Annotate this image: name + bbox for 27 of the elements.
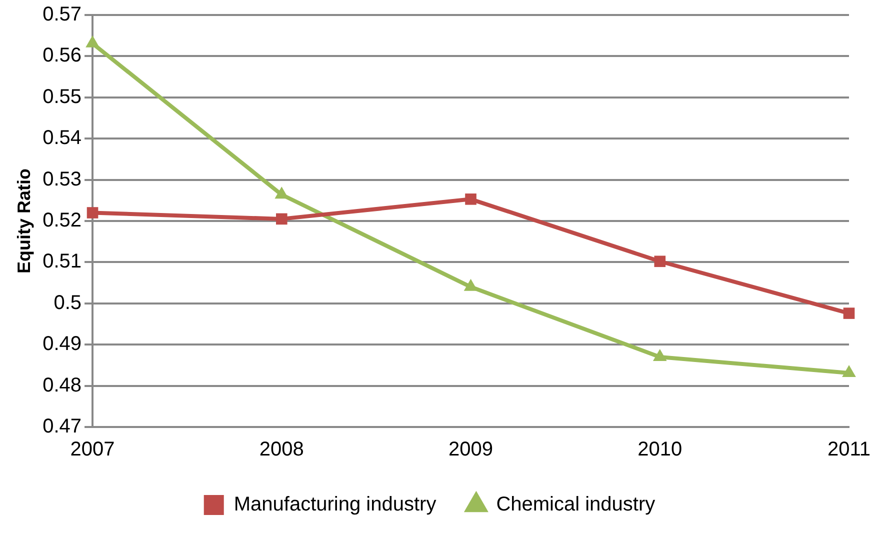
x-tick-label: 2007 [70, 438, 115, 461]
point [465, 194, 476, 205]
x-tick-label: 2011 [827, 438, 871, 461]
point [86, 207, 98, 218]
y-tick-label: 0.54 [42, 127, 82, 150]
y-tick-label: 0.5 [54, 292, 82, 314]
point [464, 278, 478, 291]
x-tick-label: 2009 [448, 438, 494, 461]
point [843, 308, 855, 319]
y-tick-label: 0.52 [42, 210, 82, 232]
y-tick-label: 0.48 [42, 374, 82, 396]
y-tick-label: 0.56 [42, 44, 82, 67]
y-tick-label: 0.57 [42, 4, 82, 26]
legend-label: Manufacturing industry [234, 494, 436, 516]
y-tick-label: 0.51 [42, 250, 82, 273]
point [276, 213, 288, 225]
y-tick-label: 0.55 [42, 86, 82, 108]
y-axis-title: Equity Ratio [14, 168, 34, 274]
y-tick-label: 0.47 [42, 416, 82, 438]
x-tick-label: 2010 [638, 438, 682, 461]
y-tick-label: 0.49 [42, 333, 82, 356]
point [842, 365, 856, 378]
legend-label: Chemical industry [496, 494, 656, 516]
y-tick-label: 0.53 [42, 168, 82, 190]
point [654, 256, 666, 268]
x-tick-label: 2008 [259, 438, 304, 461]
point [652, 348, 667, 361]
